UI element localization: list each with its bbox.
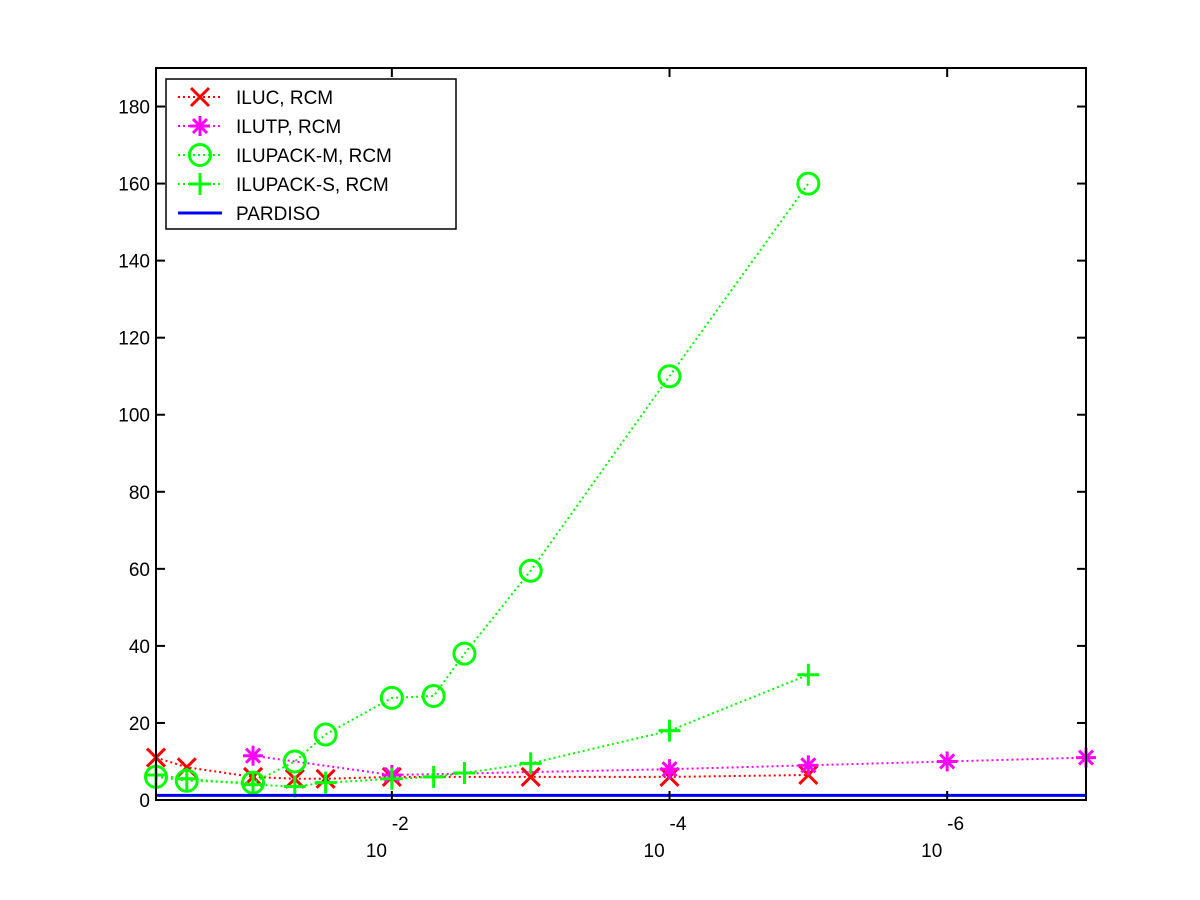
data-point-ilutp-rcm xyxy=(243,745,264,766)
x-tick-label-base: 10 xyxy=(366,841,387,862)
y-tick-label: 20 xyxy=(129,714,150,735)
x-tick-label-exponent: -2 xyxy=(392,814,409,835)
data-point-ilupack-s-rcm xyxy=(797,663,820,686)
legend-marker-iluc-rcm xyxy=(189,86,211,108)
data-point-ilupack-m-rcm xyxy=(282,749,307,774)
legend-marker-ilupack-s-rcm xyxy=(189,173,211,195)
legend-box xyxy=(165,78,457,230)
data-point-ilupack-s-rcm xyxy=(380,767,403,790)
data-point-ilupack-s-rcm xyxy=(519,752,542,775)
data-point-ilupack-s-rcm xyxy=(422,765,445,788)
data-point-ilupack-m-rcm xyxy=(379,685,404,710)
x-tick-label-base: 10 xyxy=(644,841,665,862)
data-point-ilutp-rcm xyxy=(659,759,680,780)
y-tick-label: 120 xyxy=(118,329,150,350)
axes-frame xyxy=(155,67,1087,801)
y-tick-label: 140 xyxy=(118,252,150,273)
y-tick-label: 0 xyxy=(139,791,150,812)
legend: ILUC, RCM ILUTP, RCM ILUPACK-M, RCM ILUPACK… xyxy=(165,78,457,230)
series-layer xyxy=(144,171,1096,798)
y-tick-label: 40 xyxy=(129,637,150,658)
y-tick-label: 100 xyxy=(118,406,150,427)
data-point-ilupack-m-rcm xyxy=(313,722,338,747)
data-point-ilutp-rcm xyxy=(937,751,958,772)
y-tick-label: 80 xyxy=(129,483,150,504)
legend-label-ilupack-s-rcm: ILUPACK-S, RCM xyxy=(236,175,389,196)
data-point-ilupack-s-rcm xyxy=(175,767,198,790)
data-point-iluc-rcm xyxy=(520,766,541,787)
legend-label-pardiso: PARDISO xyxy=(236,204,320,225)
x-tick-label-base: 10 xyxy=(921,841,942,862)
y-tick-label: 160 xyxy=(118,175,150,196)
legend-label-ilutp-rcm: ILUTP, RCM xyxy=(236,117,341,138)
legend-marker-ilutp-rcm xyxy=(190,116,210,136)
legend-label-iluc-rcm: ILUC, RCM xyxy=(236,88,333,109)
data-point-ilutp-rcm xyxy=(798,755,819,776)
data-point-ilupack-s-rcm xyxy=(242,773,265,796)
y-tick-label: 180 xyxy=(118,98,150,119)
data-point-ilupack-s-rcm xyxy=(314,771,337,794)
series-line-ilutp-rcm xyxy=(252,754,1087,777)
data-point-ilupack-m-rcm xyxy=(421,683,446,708)
y-tick-label: 60 xyxy=(129,560,150,581)
legend-label-ilupack-m-rcm: ILUPACK-M, RCM xyxy=(236,146,392,167)
data-point-ilupack-m-rcm xyxy=(657,364,682,389)
data-point-ilupack-s-rcm xyxy=(283,775,306,798)
x-tick-label-exponent: -4 xyxy=(670,814,687,835)
data-point-ilupack-m-rcm xyxy=(452,641,477,666)
data-point-ilupack-s-rcm xyxy=(658,719,681,742)
x-tick-label-exponent: -6 xyxy=(947,814,964,835)
data-point-ilupack-s-rcm xyxy=(453,762,476,785)
data-point-ilupack-m-rcm xyxy=(518,558,543,583)
legend-marker-ilupack-m-rcm xyxy=(188,143,212,167)
data-point-ilupack-m-rcm xyxy=(796,171,821,196)
